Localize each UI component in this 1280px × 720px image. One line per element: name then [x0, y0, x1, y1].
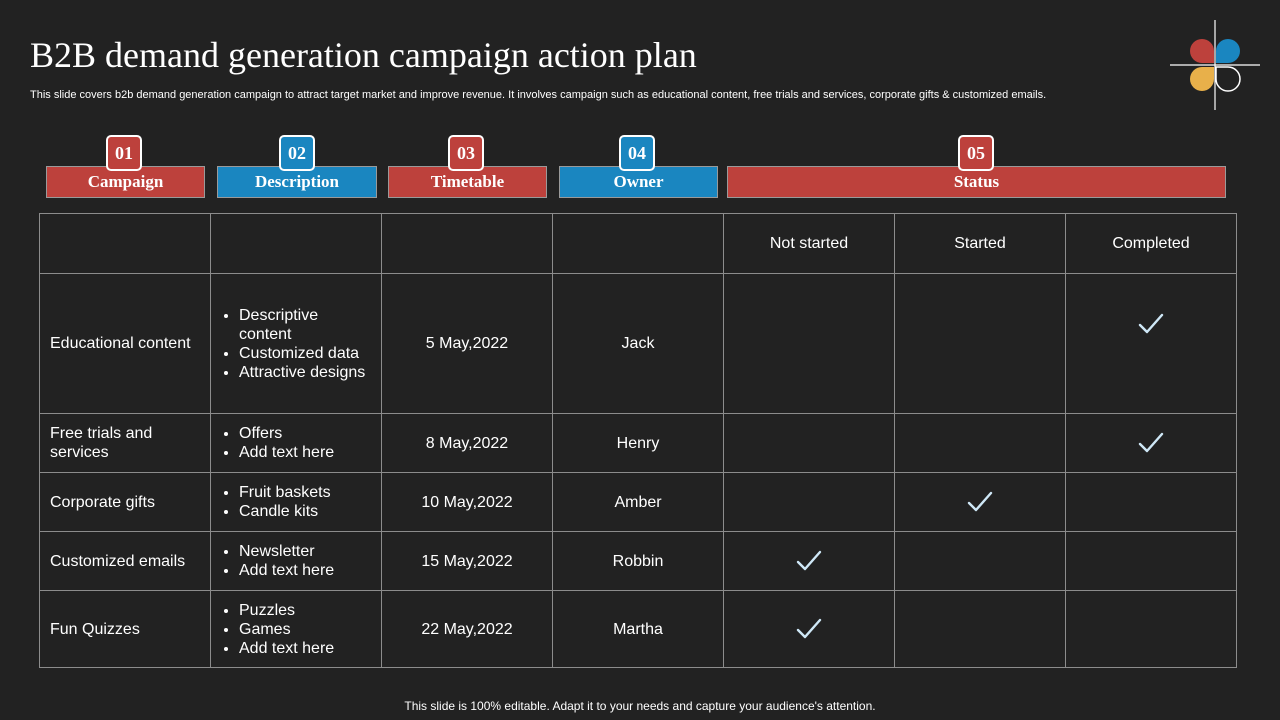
description-item: Add text here [239, 639, 371, 658]
status-cell [723, 273, 895, 414]
date-cell: 22 May,2022 [381, 590, 553, 668]
owner-cell: Martha [552, 590, 724, 668]
status-cell [1065, 531, 1237, 591]
description-item: Newsletter [239, 542, 371, 561]
action-plan-table: Not started Started Completed Educationa… [39, 213, 1237, 668]
header-number-badge: 01 [106, 135, 142, 171]
empty-cell [552, 213, 724, 274]
description-cell: Offers Add text here [210, 413, 382, 473]
table-header-row: Not started Started Completed [39, 213, 1237, 274]
description-cell: Descriptive content Customized data Attr… [210, 273, 382, 414]
page-subtitle: This slide covers b2b demand generation … [30, 89, 1047, 101]
page-title: B2B demand generation campaign action pl… [30, 35, 697, 75]
date-cell: 10 May,2022 [381, 472, 553, 532]
status-col-started: Started [894, 213, 1066, 274]
description-item: Descriptive content [239, 306, 371, 344]
status-cell [894, 590, 1066, 668]
date-cell: 8 May,2022 [381, 413, 553, 473]
status-col-not-started: Not started [723, 213, 895, 274]
status-cell [723, 531, 895, 591]
date-cell: 15 May,2022 [381, 531, 553, 591]
description-item: Games [239, 620, 371, 639]
status-cell [723, 472, 895, 532]
empty-cell [39, 213, 211, 274]
description-cell: Puzzles Games Add text here [210, 590, 382, 668]
description-item: Fruit baskets [239, 483, 371, 502]
checkmark-icon [967, 491, 993, 513]
header-number-badge: 04 [619, 135, 655, 171]
campaign-cell: Fun Quizzes [39, 590, 211, 668]
table-row: Customized emails Newsletter Add text he… [39, 531, 1237, 591]
description-item: Offers [239, 424, 371, 443]
table-row: Free trials and services Offers Add text… [39, 413, 1237, 473]
status-cell [1065, 273, 1237, 414]
empty-cell [210, 213, 382, 274]
header-number-badge: 05 [958, 135, 994, 171]
campaign-cell: Free trials and services [39, 413, 211, 473]
description-item: Customized data [239, 344, 371, 363]
table-row: Corporate gifts Fruit baskets Candle kit… [39, 472, 1237, 532]
status-col-completed: Completed [1065, 213, 1237, 274]
campaign-cell: Customized emails [39, 531, 211, 591]
quadrant-logo-icon [1170, 20, 1260, 110]
status-cell [1065, 472, 1237, 532]
header-status: Status [727, 166, 1226, 198]
owner-cell: Robbin [552, 531, 724, 591]
description-item: Puzzles [239, 601, 371, 620]
footer-note: This slide is 100% editable. Adapt it to… [404, 699, 876, 713]
description-item: Add text here [239, 443, 371, 462]
campaign-cell: Educational content [39, 273, 211, 414]
header-number-badge: 02 [279, 135, 315, 171]
date-cell: 5 May,2022 [381, 273, 553, 414]
owner-cell: Henry [552, 413, 724, 473]
description-item: Candle kits [239, 502, 371, 521]
empty-cell [381, 213, 553, 274]
status-cell [894, 273, 1066, 414]
header-timetable: Timetable [388, 166, 547, 198]
header-number-badge: 03 [448, 135, 484, 171]
status-cell [894, 413, 1066, 473]
status-cell [894, 472, 1066, 532]
description-cell: Newsletter Add text here [210, 531, 382, 591]
table-row: Fun Quizzes Puzzles Games Add text here … [39, 590, 1237, 668]
table-row: Educational content Descriptive content … [39, 273, 1237, 414]
checkmark-icon [1138, 432, 1164, 454]
checkmark-icon [796, 550, 822, 572]
status-cell [1065, 590, 1237, 668]
description-item: Add text here [239, 561, 371, 580]
status-cell [894, 531, 1066, 591]
description-item: Attractive designs [239, 363, 371, 382]
campaign-cell: Corporate gifts [39, 472, 211, 532]
checkmark-icon [1138, 313, 1164, 335]
status-cell [723, 590, 895, 668]
checkmark-icon [796, 618, 822, 640]
description-cell: Fruit baskets Candle kits [210, 472, 382, 532]
status-cell [723, 413, 895, 473]
status-cell [1065, 413, 1237, 473]
owner-cell: Jack [552, 273, 724, 414]
owner-cell: Amber [552, 472, 724, 532]
